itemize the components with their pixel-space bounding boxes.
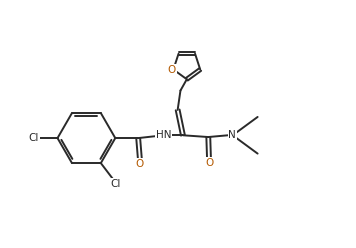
Text: O: O — [168, 64, 176, 74]
Text: O: O — [136, 159, 144, 169]
Text: N: N — [229, 130, 236, 140]
Text: O: O — [205, 158, 213, 168]
Text: Cl: Cl — [28, 133, 39, 143]
Text: Cl: Cl — [111, 179, 121, 188]
Text: HN: HN — [156, 130, 171, 140]
